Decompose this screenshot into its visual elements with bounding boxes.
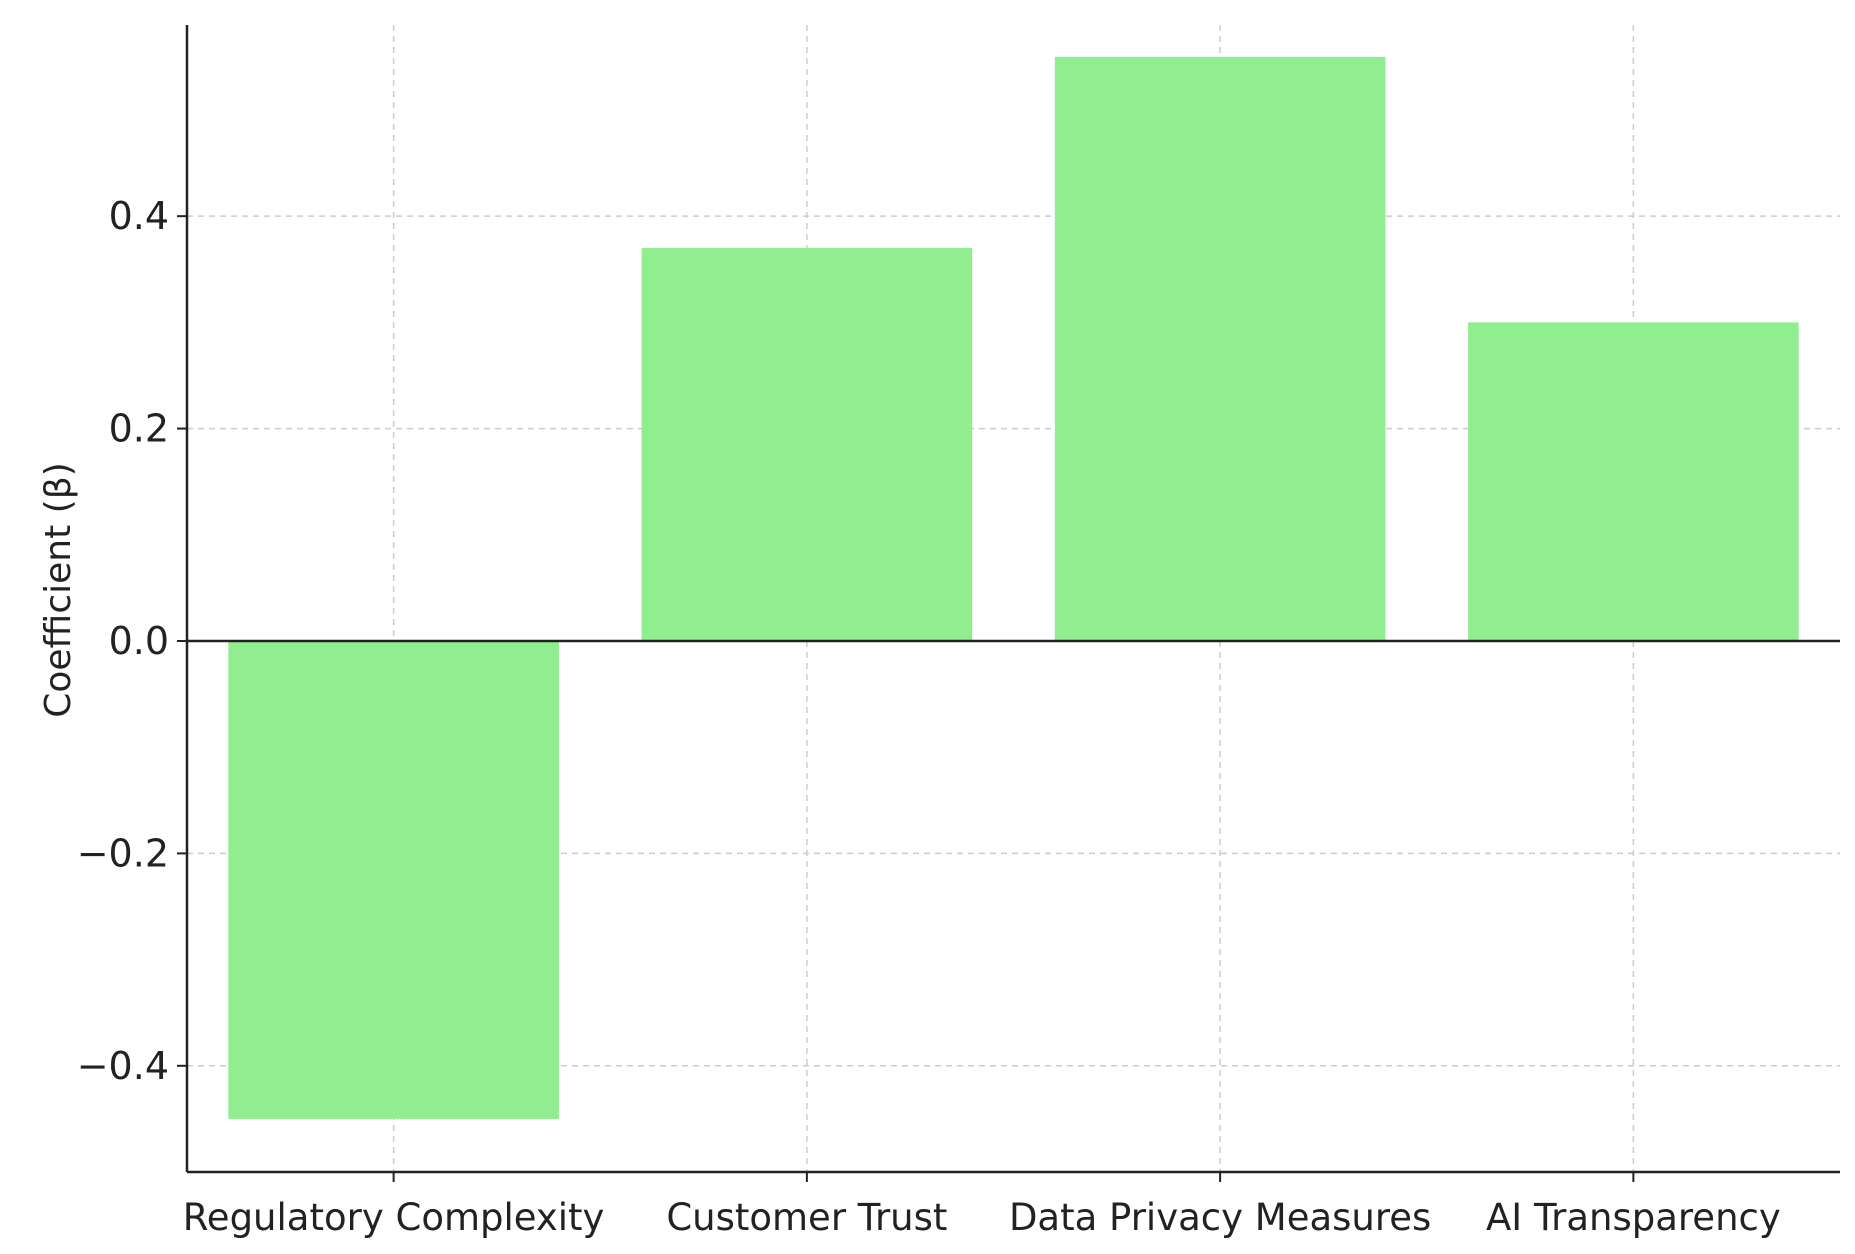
x-tick-label: Customer Trust	[666, 1196, 947, 1239]
y-tick-label: −0.4	[77, 1044, 169, 1088]
x-tick-label: Data Privacy Measures	[1009, 1196, 1431, 1239]
y-tick-label: −0.2	[77, 831, 169, 875]
bar-regulatory-complexity	[228, 640, 559, 1119]
x-tick-label: AI Transparency	[1486, 1196, 1781, 1239]
x-tick-label: Regulatory Complexity	[183, 1196, 605, 1239]
bars-layer	[228, 56, 1799, 1119]
bar-ai-transparency	[1468, 322, 1799, 641]
labels-layer: Coefficient (β) −0.4 −0.2 0.0 0.2 0.4 Regulat…	[38, 194, 1781, 1239]
bar-customer-trust	[641, 248, 973, 641]
y-axis-title: Coefficient (β)	[38, 462, 79, 718]
y-tick-label: 0.0	[109, 619, 169, 663]
axes-layer	[177, 25, 1840, 1182]
y-tick-label: 0.4	[109, 194, 169, 238]
bar-data-privacy-measures	[1054, 56, 1386, 641]
y-tick-label: 0.2	[109, 407, 169, 451]
